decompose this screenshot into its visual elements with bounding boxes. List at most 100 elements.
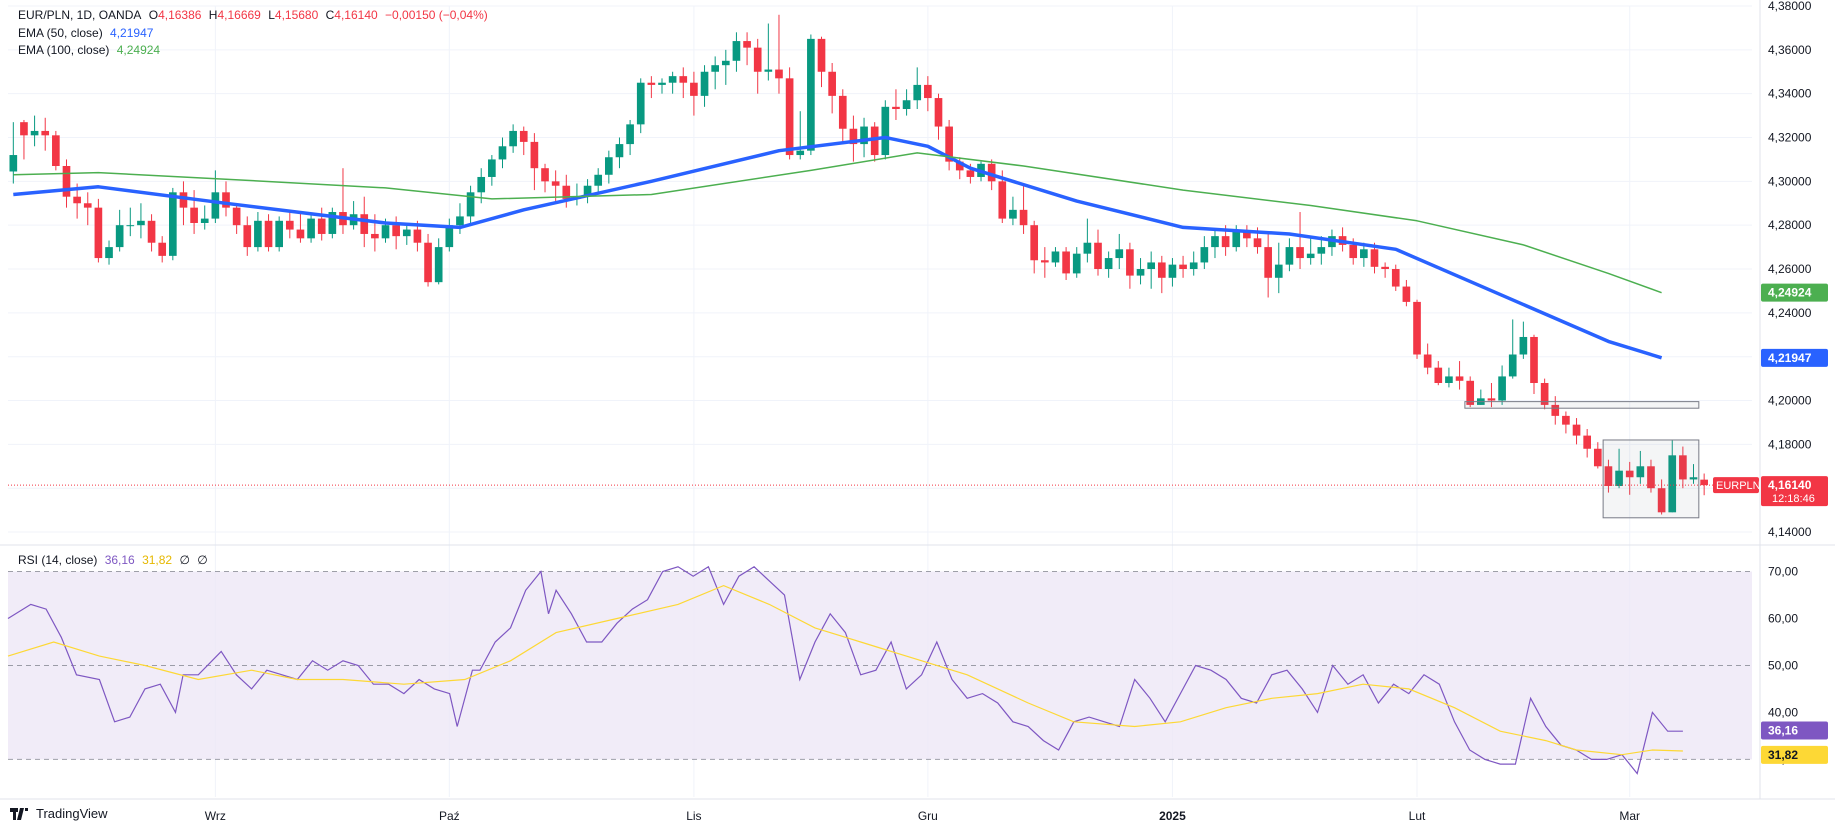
ema-lines <box>8 135 1760 486</box>
time-tick-label: Gru <box>918 809 938 823</box>
last-price-badge: 4,16140 <box>1768 478 1812 492</box>
ema50-price-badge: 4,21947 <box>1768 351 1812 365</box>
candle-body <box>1562 415 1570 425</box>
candle-body <box>9 155 18 172</box>
candle-body <box>1381 266 1389 270</box>
candle-body <box>477 176 486 193</box>
ema50-price-badge-bg <box>1761 348 1828 367</box>
candle-body <box>498 146 507 160</box>
time-axis[interactable]: Wrz Paź Lis Gru 2025 Lut Mar <box>205 809 1640 823</box>
candle-body <box>987 163 996 182</box>
candle-body <box>509 130 517 147</box>
candle-body <box>1317 247 1326 254</box>
candle-body <box>1072 253 1081 274</box>
candle-body <box>1583 435 1591 449</box>
candle-body <box>371 233 379 239</box>
candle-body <box>775 69 783 79</box>
candle-body <box>732 41 741 61</box>
rsi-tick-label: 70,00 <box>1768 564 1798 578</box>
candle-body <box>594 174 603 186</box>
candle-body <box>636 82 645 125</box>
candle-body <box>30 130 39 136</box>
candle-body <box>1030 225 1039 261</box>
candle-body <box>147 220 156 243</box>
legend-main[interactable]: EUR/PLN, 1D, OANDA O4,16386 H4,16669 L4,… <box>18 7 492 23</box>
price-tick-label: 4,38000 <box>1768 0 1812 13</box>
candle-body <box>764 69 773 72</box>
candle-body <box>434 247 443 283</box>
candle-body <box>658 82 666 85</box>
candle-body <box>796 150 805 156</box>
legend-ema50[interactable]: EMA (50, close) 4,21947 <box>18 25 157 41</box>
rsi-extra-2: ∅ <box>197 553 208 567</box>
candle-body <box>1647 466 1655 489</box>
candle-body <box>1051 251 1060 263</box>
candle-body <box>1126 249 1134 276</box>
candle-body <box>1551 404 1560 416</box>
candle-body <box>115 225 124 248</box>
candle-body <box>1668 455 1677 513</box>
candle-body <box>254 220 262 248</box>
candle-body <box>1679 455 1687 480</box>
candle-body <box>1285 247 1294 265</box>
candle-body <box>94 207 103 259</box>
candle-body <box>1423 354 1432 368</box>
candle-body <box>62 166 71 197</box>
symbol-title[interactable]: EUR/PLN, 1D, OANDA <box>18 8 142 22</box>
legend-ema100[interactable]: EMA (100, close) 4,24924 <box>18 42 164 58</box>
zone-rectangle <box>1602 439 1700 519</box>
ema100-price-badge: 4,24924 <box>1768 286 1812 300</box>
candle-body <box>1413 301 1421 355</box>
candle-body <box>285 220 294 230</box>
candle-body <box>1306 253 1315 259</box>
candle-body <box>1434 367 1443 383</box>
time-tick-label: Lut <box>1409 809 1426 823</box>
candle-body <box>881 106 890 156</box>
symbol-tag-bg <box>1713 477 1759 494</box>
candle-body <box>1189 262 1198 270</box>
candle-body <box>721 60 730 66</box>
candle-body <box>1147 262 1155 270</box>
candle-body <box>1700 479 1708 486</box>
candle-body <box>137 220 145 226</box>
candle-body <box>1179 264 1187 270</box>
last-price-badge-bg <box>1761 476 1828 507</box>
price-tick-label: 4,26000 <box>1768 262 1812 276</box>
candle-body <box>232 207 241 226</box>
candle-body <box>605 157 613 175</box>
candle-body <box>264 220 273 248</box>
rsi-tick-label: 40,00 <box>1768 705 1798 719</box>
ohlc-high: H4,16669 <box>208 8 261 22</box>
price-axis[interactable]: 4,140004,160004,180004,200004,220004,240… <box>1768 0 1812 539</box>
price-tick-label: 4,18000 <box>1768 437 1812 451</box>
drawn-rectangles[interactable] <box>1464 401 1700 519</box>
tradingview-brand[interactable]: TradingView <box>10 806 108 821</box>
candle-body <box>211 192 220 219</box>
candle-body <box>488 159 496 177</box>
tradingview-logo-icon <box>10 807 28 820</box>
candle-body <box>1466 380 1475 405</box>
ema100-value: 4,24924 <box>116 43 161 57</box>
candle-body <box>1455 376 1464 381</box>
candle-body <box>647 82 656 85</box>
candle-body <box>945 126 953 162</box>
candle-body <box>902 100 911 110</box>
candle-body <box>317 218 326 234</box>
candle-body <box>785 78 794 156</box>
candle-body <box>1062 251 1070 274</box>
candle-body <box>1572 424 1581 436</box>
candle-body <box>222 192 230 208</box>
candle-body <box>860 126 868 145</box>
rsi-lines <box>7 565 1683 775</box>
candle-body <box>126 225 135 227</box>
ohlc-change: −0,00150 (−0,04%) <box>385 8 488 22</box>
legend-rsi[interactable]: RSI (14, close) 36,16 31,82 ∅ ∅ <box>18 552 212 568</box>
rsi-ma-badge-bg <box>1761 745 1828 764</box>
price-tick-label: 4,36000 <box>1768 43 1812 57</box>
candle-body <box>1009 209 1017 219</box>
time-tick-label: Paź <box>439 809 460 823</box>
candle-body <box>1019 209 1028 226</box>
candle-body <box>466 192 475 217</box>
candle-body <box>1221 236 1230 248</box>
